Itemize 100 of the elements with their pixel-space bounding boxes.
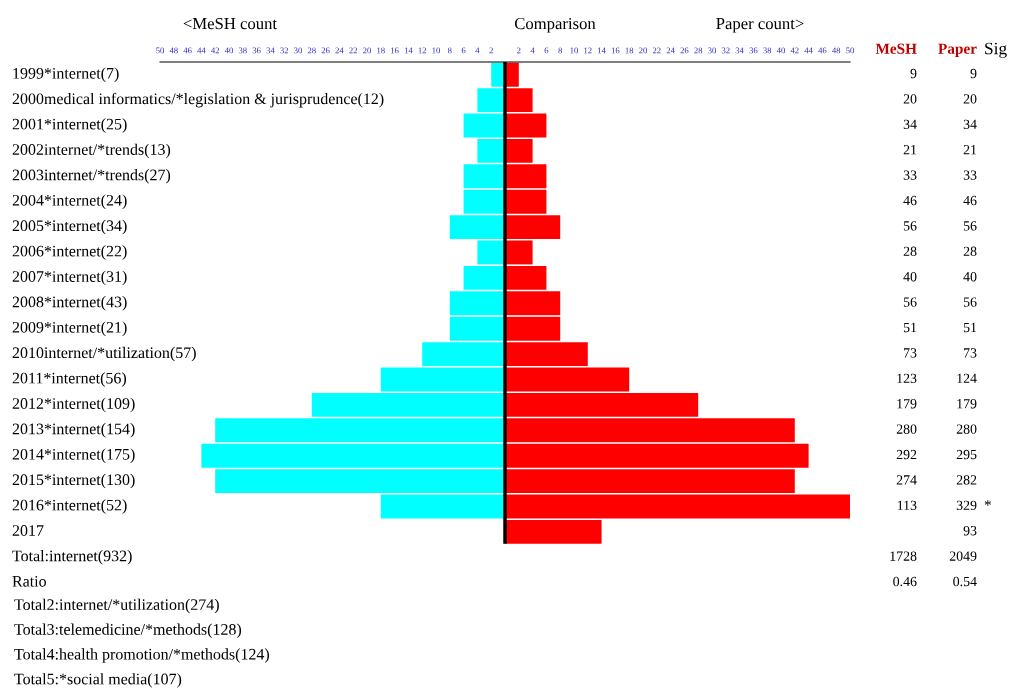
x-tick-label: 22 (652, 47, 661, 54)
text: 282 (956, 475, 977, 485)
text: MeSH (875, 43, 917, 54)
text: 2049 (949, 551, 977, 561)
text: 40 (963, 272, 977, 282)
text: 40 (903, 272, 917, 282)
bar (505, 113, 547, 138)
y-tick-label: 2002internet/*trends(13) (12, 143, 171, 159)
y-tick-label: 2004*internet(24) (12, 194, 127, 209)
x-tick-label: 34 (266, 47, 275, 54)
text: 33 (963, 170, 977, 180)
text: 123 (897, 373, 917, 383)
x-tick-label: 30 (708, 47, 716, 54)
y-tick-label: 2014*internet(175) (12, 448, 135, 463)
text: Paper (938, 43, 977, 57)
x-tick-label: 24 (666, 47, 675, 54)
x-tick-label: 46 (183, 47, 192, 54)
x-tick-label: 20 (639, 47, 647, 54)
text: * (984, 500, 991, 506)
text: 56 (903, 297, 917, 307)
x-tick-label: 42 (790, 47, 799, 54)
y-tick-label: 1999*internet(7) (13, 67, 119, 82)
text: 46 (903, 195, 917, 206)
text: 21 (903, 145, 917, 155)
text: 280 (896, 424, 917, 434)
x-tick-label: 16 (611, 47, 620, 54)
x-tick-label: 2 (517, 47, 521, 54)
x-tick-label: 26 (321, 47, 330, 54)
bar (505, 519, 602, 544)
x-tick-label: 38 (763, 47, 772, 54)
x-tick-label: 26 (680, 47, 689, 54)
x-tick-label: 38 (238, 47, 247, 54)
x-tick-label: 6 (544, 47, 549, 54)
x-tick-label: 24 (335, 47, 344, 54)
y-tick-label: 2010internet/*utilization(57) (12, 346, 196, 362)
x-tick-label: 8 (447, 47, 452, 54)
text: 20 (963, 94, 977, 104)
x-tick-label: 10 (432, 47, 440, 54)
x-tick-label: 2 (489, 47, 493, 54)
x-tick-label: 18 (377, 47, 385, 54)
x-tick-label: 46 (818, 47, 827, 54)
text: Sig (985, 42, 1007, 58)
bar (380, 494, 505, 519)
x-tick-label: 40 (224, 47, 233, 54)
y-tick-label: 2009*internet(21) (12, 321, 127, 336)
text: 28 (963, 246, 977, 256)
text: 28 (903, 246, 917, 256)
x-tick-label: 36 (252, 47, 261, 54)
bar (380, 367, 505, 392)
text: 280 (956, 424, 977, 434)
x-tick-label: 40 (776, 47, 785, 54)
x-tick-label: 20 (363, 47, 371, 54)
x-tick-label: 6 (461, 47, 466, 54)
y-tick-label: 2012*internet(109) (12, 397, 135, 413)
y-tick-label: 2008*internet(43) (12, 296, 127, 311)
text: 0.46 (893, 576, 917, 587)
text: <MeSH count (183, 17, 277, 30)
x-tick-label: 28 (307, 47, 316, 54)
x-tick-label: 18 (625, 47, 634, 54)
y-tick-label: 2003internet/*trends(27) (12, 169, 171, 184)
text: 46 (963, 195, 977, 206)
text: 329 (956, 500, 977, 510)
text: 274 (896, 475, 917, 485)
text: 73 (904, 348, 917, 358)
text: 51 (903, 322, 917, 333)
x-tick-label: 50 (846, 47, 854, 54)
text: 21 (963, 145, 977, 155)
y-tick-label: Ratio (12, 575, 46, 587)
text: 113 (897, 500, 917, 510)
text: 93 (963, 526, 977, 536)
x-tick-label: 10 (570, 47, 578, 54)
chart-title: Comparison (514, 17, 596, 33)
x-tick-label: 8 (558, 47, 563, 54)
bar (505, 367, 630, 392)
x-tick-label: 14 (598, 47, 606, 54)
text: 295 (956, 449, 977, 460)
x-tick-label: 42 (211, 47, 220, 54)
x-tick-label: 12 (584, 47, 592, 54)
x-tick-label: 4 (530, 47, 535, 54)
text: Paper count> (716, 18, 804, 33)
y-tick-label: 2000medical informatics/*legislation & jurisprudence(12) (12, 92, 384, 108)
x-tick-label: 30 (294, 47, 302, 54)
x-tick-label: 14 (404, 47, 413, 54)
x-tick-label: 34 (735, 47, 744, 54)
text: 124 (957, 373, 977, 383)
y-tick-label: 2017 (12, 525, 44, 536)
text: 20 (903, 94, 917, 104)
y-tick-label: 2015*internet(130) (12, 473, 135, 489)
y-tick-label: 2001*internet(25) (12, 118, 127, 133)
x-tick-label: 22 (349, 47, 358, 54)
x-tick-label: 44 (804, 47, 813, 54)
y-tick-label: 2006*internet(22) (12, 245, 127, 260)
x-tick-label: 16 (391, 47, 399, 54)
bar (463, 113, 505, 138)
text: 34 (903, 119, 917, 129)
text: 179 (897, 399, 917, 409)
text: 179 (957, 399, 977, 409)
x-tick-label: 32 (721, 47, 730, 54)
text: 9 (970, 68, 977, 79)
x-tick-label: 4 (475, 47, 480, 54)
